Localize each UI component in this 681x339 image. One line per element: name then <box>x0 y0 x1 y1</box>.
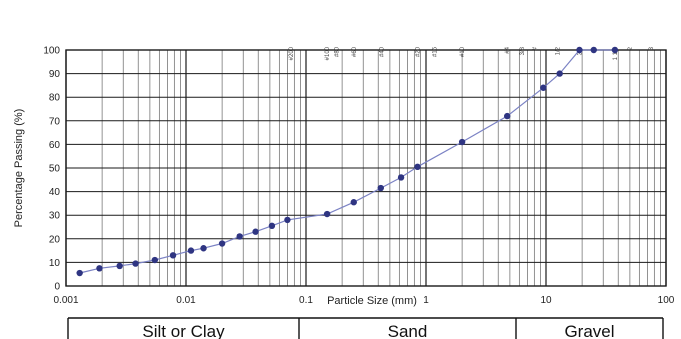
data-point <box>252 228 259 235</box>
sieve-label: 1 1/2 <box>613 46 619 60</box>
data-point <box>132 260 139 267</box>
sieve-label: #100 <box>325 46 331 60</box>
x-tick-label: 0.1 <box>299 295 313 306</box>
data-point <box>350 199 357 206</box>
data-point <box>76 269 83 277</box>
sieve-label: #20 <box>416 46 422 57</box>
y-axis-title: Percentage Passing (%) <box>13 109 25 228</box>
y-tick-label: 100 <box>43 46 60 57</box>
x-tick-label: 100 <box>658 295 675 306</box>
band-label: Silt or Clay <box>142 322 225 339</box>
sieve-label: #10 <box>460 46 466 57</box>
x-tick-label: 1 <box>423 295 429 306</box>
sieve-label: 2 <box>628 46 634 50</box>
data-point <box>151 256 159 264</box>
y-tick-label: 80 <box>49 93 61 104</box>
x-tick-label: 0.01 <box>176 295 196 306</box>
data-point <box>323 210 331 218</box>
soil-classification-bar: Silt or Clay Sand Gravel <box>67 317 664 339</box>
sieve-label: #16 <box>433 46 439 57</box>
data-point <box>200 245 207 252</box>
y-tick-label: 40 <box>49 187 61 198</box>
data-point <box>611 46 619 54</box>
y-tick-label: 90 <box>49 69 61 80</box>
y-tick-label: 60 <box>49 140 61 151</box>
data-point <box>556 70 563 77</box>
x-tick-label: 10 <box>540 295 552 306</box>
x-tick-label: 0.001 <box>53 295 78 306</box>
data-point <box>576 46 583 54</box>
data-point <box>540 84 547 91</box>
y-tick-label: 0 <box>54 282 60 293</box>
y-tick-label: 50 <box>49 164 61 175</box>
sieve-label: #80 <box>335 46 341 57</box>
sieve-label: 3/8 <box>520 46 526 55</box>
sieve-label: #60 <box>352 46 358 57</box>
data-point <box>397 174 405 181</box>
band-label: Gravel <box>564 322 614 339</box>
sieve-label: # <box>532 46 538 50</box>
y-tick-label: 20 <box>49 234 61 245</box>
data-point <box>236 233 243 240</box>
sieve-label: 3 <box>649 46 655 50</box>
y-tick-labels: 0 10 20 30 40 50 60 70 80 90 100 <box>43 46 60 293</box>
gradation-series <box>76 46 619 277</box>
sieve-label: 1/2 <box>556 46 562 55</box>
data-point <box>458 138 466 146</box>
data-point <box>116 262 123 270</box>
data-point <box>414 163 421 171</box>
data-point <box>377 184 384 192</box>
data-point <box>96 265 103 272</box>
sieve-label: #40 <box>379 46 385 57</box>
sieve-labels: #200#100#80#60#40#20#16#10#43/8#1/23/411… <box>289 46 655 60</box>
plot-frame <box>65 49 667 287</box>
y-tick-label: 30 <box>49 211 61 222</box>
x-axis-title: Particle Size (mm) <box>327 295 417 307</box>
data-point <box>284 216 291 224</box>
major-gridlines <box>65 49 667 287</box>
band-label: Sand <box>388 322 428 339</box>
y-tick-label: 10 <box>49 258 61 269</box>
data-point <box>504 112 511 120</box>
y-tick-label: 70 <box>49 116 61 127</box>
data-point <box>218 240 226 247</box>
data-point <box>590 46 597 54</box>
data-point <box>169 252 177 259</box>
data-point <box>187 247 195 254</box>
sieve-label: #200 <box>289 46 295 60</box>
x-tick-labels: 0.001 0.01 0.1 1 10 100 <box>53 295 674 306</box>
data-point <box>268 222 276 230</box>
sieve-label: #4 <box>505 46 511 53</box>
